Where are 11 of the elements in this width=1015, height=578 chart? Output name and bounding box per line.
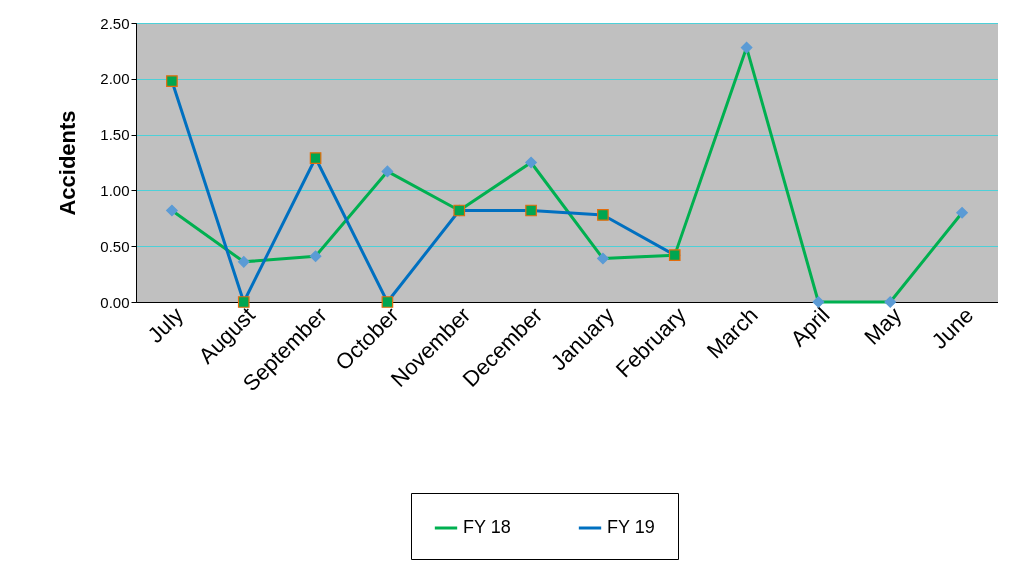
legend-label: FY 18 [463, 517, 511, 537]
legend-label: FY 19 [607, 517, 655, 537]
y-axis-title: Accidents [55, 110, 81, 216]
x-tick-label: May [859, 302, 907, 350]
y-tick-label: 1.50 [100, 126, 130, 144]
y-tick-label: 2.50 [100, 14, 130, 32]
y-tick-label: 1.00 [100, 181, 130, 199]
x-tick-label: July [142, 302, 188, 348]
y-tick-label: 0.00 [100, 293, 130, 311]
y-tick-label: 2.00 [100, 70, 130, 88]
y-tick-label: 0.50 [100, 237, 130, 255]
